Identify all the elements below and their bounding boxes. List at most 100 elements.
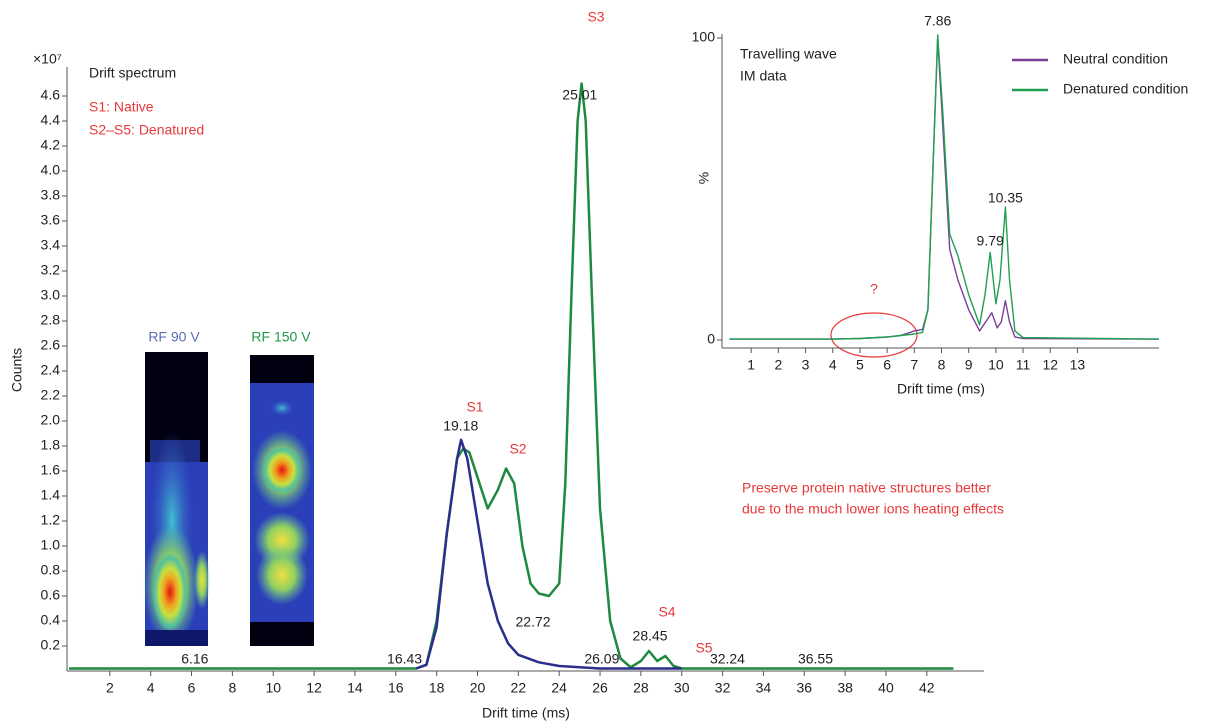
x-tick-label: 40 bbox=[878, 680, 894, 696]
annotation: ? bbox=[870, 281, 878, 297]
x-tick-label: 8 bbox=[228, 680, 236, 696]
x-tick-label: 9 bbox=[965, 357, 973, 373]
x-tick-label: 1 bbox=[747, 357, 755, 373]
peak-label: 16.43 bbox=[387, 651, 422, 667]
x-tick-label: 10 bbox=[988, 357, 1004, 373]
note: due to the much lower ions heating effec… bbox=[742, 501, 1004, 517]
peak-name: S3 bbox=[587, 9, 604, 25]
y-tick-label: 3.6 bbox=[41, 212, 61, 228]
x-tick-label: 22 bbox=[511, 680, 527, 696]
y-tick-label: 1.8 bbox=[41, 437, 61, 453]
highlight-ellipse bbox=[830, 312, 918, 358]
y-tick-label: 4.4 bbox=[41, 112, 61, 128]
y-tick-label: 1.6 bbox=[41, 462, 61, 478]
y-tick-label: 4.2 bbox=[41, 137, 61, 153]
series-line bbox=[729, 34, 1160, 340]
x-axis-label: Drift time (ms) bbox=[897, 381, 985, 397]
peak-name: S4 bbox=[658, 604, 675, 620]
legend-label: Denatured condition bbox=[1063, 81, 1188, 97]
x-tick-label: 14 bbox=[347, 680, 363, 696]
y-tick-label: 0.8 bbox=[41, 562, 61, 578]
y-tick-label: 0.2 bbox=[41, 637, 61, 653]
y-tick-label: 100 bbox=[692, 29, 716, 45]
y-tick-label: 3.0 bbox=[41, 287, 61, 303]
series-line bbox=[415, 438, 682, 670]
y-tick-label: 3.8 bbox=[41, 187, 61, 203]
series-line bbox=[69, 82, 954, 670]
x-tick-label: 20 bbox=[470, 680, 486, 696]
peak-label: 19.18 bbox=[443, 418, 478, 434]
note: Preserve protein native structures bette… bbox=[742, 480, 991, 496]
y-tick-label: 2.8 bbox=[41, 312, 61, 328]
y-tick-label: 2.2 bbox=[41, 387, 61, 403]
peak-label: 25.01 bbox=[562, 87, 597, 103]
x-tick-label: 4 bbox=[829, 357, 837, 373]
x-tick-label: 28 bbox=[633, 680, 649, 696]
peak-label: 9.79 bbox=[977, 233, 1004, 249]
peak-label: 10.35 bbox=[988, 190, 1023, 206]
x-tick-label: 32 bbox=[715, 680, 731, 696]
legend-label: Neutral condition bbox=[1063, 51, 1168, 67]
y-tick-label: 0.6 bbox=[41, 587, 61, 603]
peak-label: 6.16 bbox=[181, 651, 208, 667]
x-tick-label: 6 bbox=[883, 357, 891, 373]
x-axis-label: Drift time (ms) bbox=[482, 705, 570, 721]
chart-title: Drift spectrum bbox=[89, 65, 176, 81]
x-tick-label: 38 bbox=[837, 680, 853, 696]
heatmap-rf90 bbox=[143, 352, 210, 646]
x-tick-label: 12 bbox=[1042, 357, 1058, 373]
annotation: S2–S5: Denatured bbox=[89, 122, 204, 138]
y-tick-label: 4.0 bbox=[41, 162, 61, 178]
y-tick-label: 2.6 bbox=[41, 337, 61, 353]
y-tick-label: 4.6 bbox=[41, 87, 61, 103]
y-tick-label: 3.2 bbox=[41, 262, 61, 278]
peak-name: S5 bbox=[695, 640, 712, 656]
heatmap-label: RF 90 V bbox=[148, 329, 200, 345]
inset-title: Travelling wave bbox=[740, 46, 837, 62]
x-tick-label: 7 bbox=[910, 357, 918, 373]
peak-name: S2 bbox=[509, 441, 526, 457]
x-tick-label: 8 bbox=[938, 357, 946, 373]
peak-name: S1 bbox=[466, 399, 483, 415]
heatmap-label: RF 150 V bbox=[251, 329, 311, 345]
x-tick-label: 3 bbox=[802, 357, 810, 373]
y-tick-label: 0 bbox=[707, 331, 715, 347]
peak-label: 36.55 bbox=[798, 651, 833, 667]
x-tick-label: 30 bbox=[674, 680, 690, 696]
x-tick-label: 13 bbox=[1070, 357, 1086, 373]
x-tick-label: 6 bbox=[188, 680, 196, 696]
x-tick-label: 5 bbox=[856, 357, 864, 373]
peak-label: 7.86 bbox=[924, 13, 951, 29]
x-tick-label: 36 bbox=[796, 680, 812, 696]
x-tick-label: 4 bbox=[147, 680, 155, 696]
x-tick-label: 11 bbox=[1016, 357, 1031, 373]
y-tick-label: 1.0 bbox=[41, 537, 61, 553]
peak-label: 28.45 bbox=[633, 628, 668, 644]
peak-label: 26.09 bbox=[584, 651, 619, 667]
annotation: S1: Native bbox=[89, 99, 154, 115]
y-tick-label: 3.4 bbox=[41, 237, 61, 253]
x-tick-label: 34 bbox=[756, 680, 772, 696]
x-tick-label: 18 bbox=[429, 680, 445, 696]
x-tick-label: 2 bbox=[774, 357, 782, 373]
x-tick-label: 42 bbox=[919, 680, 935, 696]
peak-label: 22.72 bbox=[516, 614, 551, 630]
inset-title: IM data bbox=[740, 68, 787, 84]
x-tick-label: 24 bbox=[551, 680, 567, 696]
x-tick-label: 16 bbox=[388, 680, 404, 696]
y-tick-label: 1.2 bbox=[41, 512, 61, 528]
y-tick-label: 2.0 bbox=[41, 412, 61, 428]
y-multiplier: ×10⁷ bbox=[33, 51, 62, 67]
y-tick-label: 2.4 bbox=[41, 362, 61, 378]
x-tick-label: 2 bbox=[106, 680, 114, 696]
peak-label: 32.24 bbox=[710, 651, 745, 667]
x-tick-label: 10 bbox=[265, 680, 281, 696]
y-axis-label: Counts bbox=[9, 348, 25, 392]
x-tick-label: 26 bbox=[592, 680, 608, 696]
x-tick-label: 12 bbox=[306, 680, 322, 696]
y-axis-label: % bbox=[696, 172, 712, 184]
y-tick-label: 1.4 bbox=[41, 487, 61, 503]
heatmap-rf150 bbox=[250, 355, 314, 646]
y-tick-label: 0.4 bbox=[41, 612, 61, 628]
